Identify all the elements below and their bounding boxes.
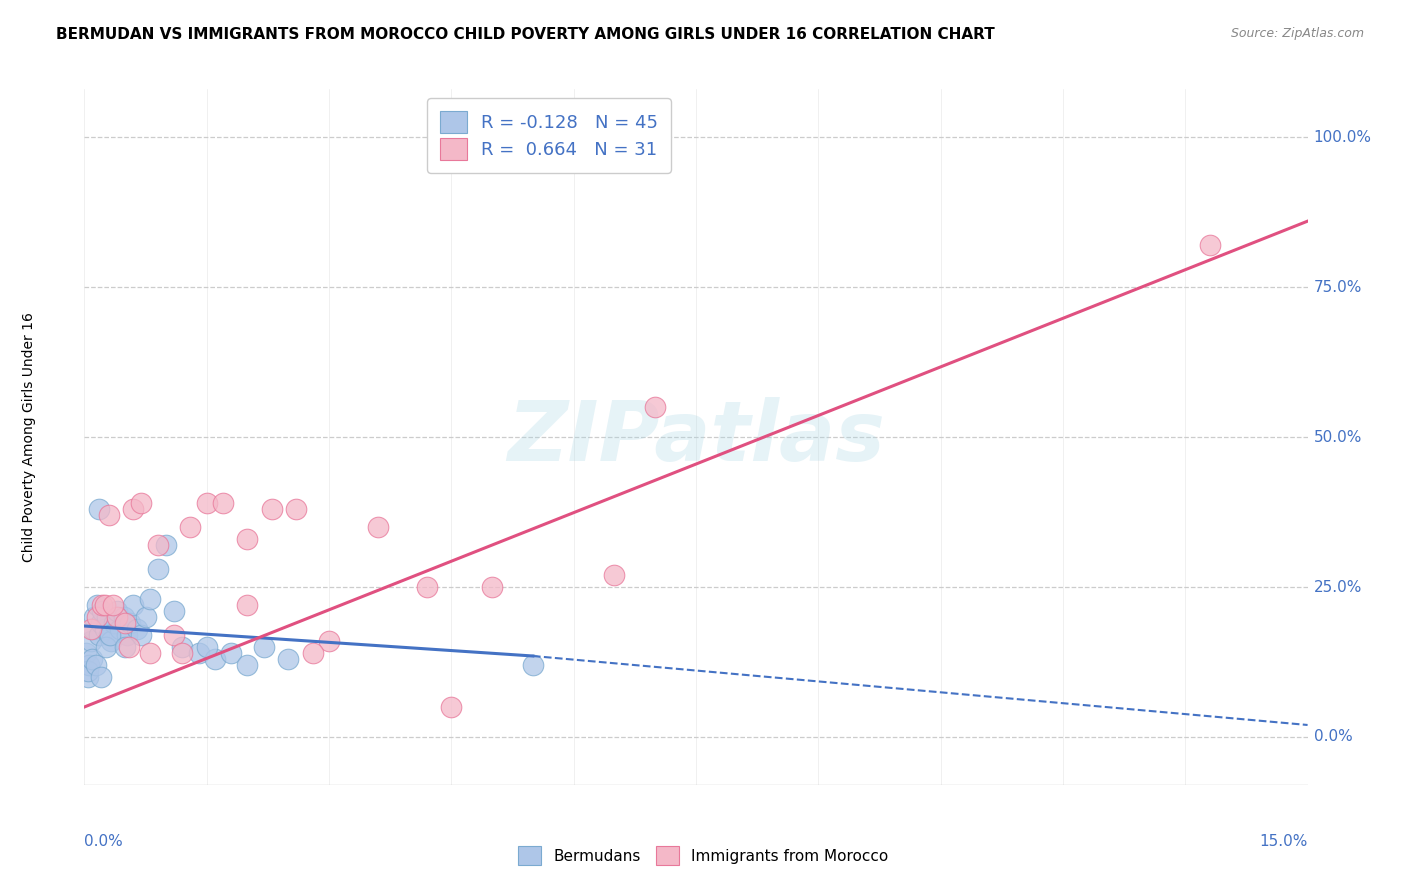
Text: 0.0%: 0.0%	[1313, 730, 1353, 745]
Point	[77, 658, 100, 673]
Text: 100.0%: 100.0%	[1313, 129, 1372, 145]
Point	[97, 628, 120, 642]
Text: BERMUDAN VS IMMIGRANTS FROM MOROCCO CHILD POVERTY AMONG GIRLS UNDER 16 CORRELATI: BERMUDAN VS IMMIGRANTS FROM MOROCCO CHIL…	[56, 27, 995, 42]
Point	[118, 615, 141, 630]
Text: 15.0%: 15.0%	[1260, 834, 1308, 848]
Point	[114, 640, 136, 654]
Point	[172, 640, 194, 654]
Point	[301, 646, 323, 660]
Point	[110, 622, 132, 636]
Point	[253, 640, 276, 654]
Point	[105, 610, 128, 624]
Point	[138, 646, 160, 660]
Point	[122, 502, 145, 516]
Point	[87, 502, 110, 516]
Point	[100, 628, 122, 642]
Point	[236, 598, 259, 612]
Point	[103, 615, 125, 630]
Text: Source: ZipAtlas.com: Source: ZipAtlas.com	[1230, 27, 1364, 40]
Point	[80, 652, 103, 666]
Point	[138, 592, 160, 607]
Point	[101, 598, 124, 612]
Point	[86, 598, 108, 612]
Point	[277, 652, 299, 666]
Point	[75, 646, 97, 660]
Point	[135, 610, 157, 624]
Point	[86, 610, 108, 624]
Point	[77, 664, 100, 678]
Point	[236, 658, 259, 673]
Point	[440, 700, 463, 714]
Point	[91, 598, 114, 612]
Point	[80, 634, 103, 648]
Point	[481, 580, 503, 594]
Point	[603, 568, 626, 582]
Point	[416, 580, 439, 594]
Point	[187, 646, 209, 660]
Point	[236, 532, 259, 546]
Point	[87, 628, 110, 642]
Point	[97, 508, 120, 522]
Point	[80, 622, 103, 636]
Point	[112, 610, 135, 624]
Point	[285, 502, 308, 516]
Point	[195, 640, 218, 654]
Point	[122, 598, 145, 612]
Point	[118, 640, 141, 654]
Point	[212, 496, 235, 510]
Text: 75.0%: 75.0%	[1313, 279, 1362, 294]
Point	[172, 646, 194, 660]
Point	[195, 496, 218, 510]
Point	[1198, 238, 1220, 252]
Text: 50.0%: 50.0%	[1313, 430, 1362, 444]
Point	[367, 520, 389, 534]
Point	[522, 658, 544, 673]
Point	[91, 604, 114, 618]
Point	[83, 610, 105, 624]
Point	[163, 628, 186, 642]
Text: Child Poverty Among Girls Under 16: Child Poverty Among Girls Under 16	[22, 312, 37, 562]
Point	[90, 615, 112, 630]
Point	[84, 658, 107, 673]
Point	[114, 615, 136, 630]
Point	[146, 562, 169, 576]
Point	[179, 520, 201, 534]
Point	[94, 640, 117, 654]
Point	[260, 502, 283, 516]
Legend: R = -0.128   N = 45, R =  0.664   N = 31: R = -0.128 N = 45, R = 0.664 N = 31	[427, 98, 671, 173]
Text: 0.0%: 0.0%	[84, 834, 124, 848]
Point	[163, 604, 186, 618]
Point	[204, 652, 226, 666]
Point	[105, 604, 128, 618]
Point	[644, 400, 666, 414]
Text: ZIPatlas: ZIPatlas	[508, 397, 884, 477]
Point	[131, 628, 153, 642]
Point	[90, 670, 112, 684]
Text: 25.0%: 25.0%	[1313, 580, 1362, 595]
Point	[115, 628, 138, 642]
Point	[96, 610, 118, 624]
Point	[127, 622, 149, 636]
Point	[318, 634, 340, 648]
Legend: Bermudans, Immigrants from Morocco: Bermudans, Immigrants from Morocco	[512, 840, 894, 871]
Point	[146, 538, 169, 552]
Point	[131, 496, 153, 510]
Point	[93, 622, 115, 636]
Point	[93, 598, 115, 612]
Point	[76, 670, 98, 684]
Point	[82, 622, 104, 636]
Point	[155, 538, 177, 552]
Point	[219, 646, 242, 660]
Point	[100, 634, 122, 648]
